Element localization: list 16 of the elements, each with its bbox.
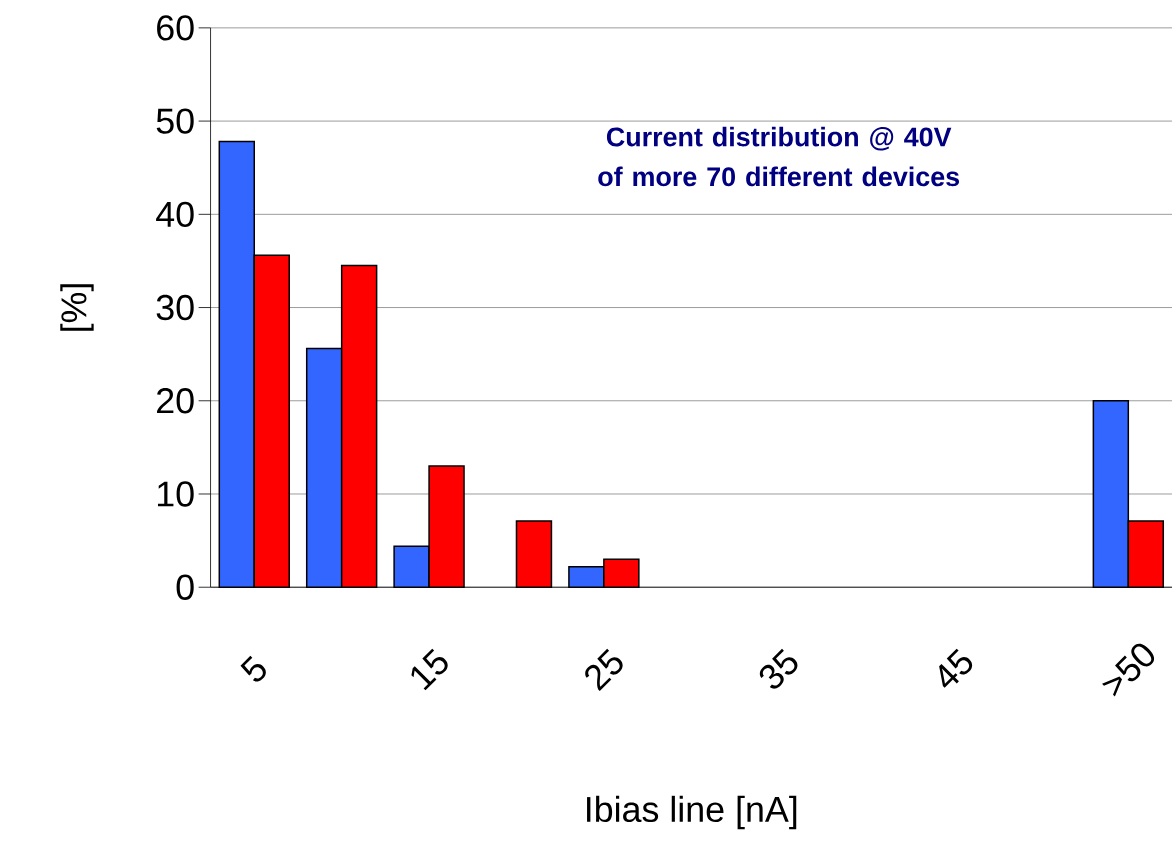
y-axis-title: [%]: [60, 284, 94, 331]
x-tick-label: 5: [240, 655, 266, 682]
y-tick-label: 50: [156, 108, 194, 134]
text: Current distribution @ 40V of more 70 different devices: [598, 126, 960, 187]
x-tick-label: 45: [939, 648, 973, 688]
y-tick-label: 10: [157, 481, 194, 507]
y-tick-label: 30: [156, 294, 194, 321]
x-tick-label: 35: [759, 648, 798, 689]
y-tick-label: 0: [176, 574, 194, 600]
x-tick-label: 15: [411, 648, 448, 691]
x-tick-label: 25: [585, 648, 623, 692]
x-axis-title: Ibias line [nA]: [587, 795, 797, 830]
y-tick-label: 60: [157, 15, 194, 41]
y-tick-label: 20: [157, 388, 194, 414]
x-tick-label: >50: [1102, 643, 1155, 697]
y-tick-label: 40: [156, 201, 194, 227]
